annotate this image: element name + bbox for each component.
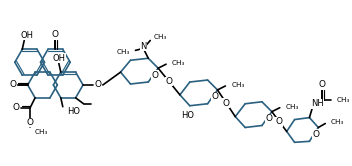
Text: O: O	[312, 130, 319, 139]
Text: CH₃: CH₃	[286, 104, 299, 110]
Text: O: O	[52, 30, 59, 39]
Text: N: N	[140, 42, 146, 51]
Text: HO: HO	[181, 111, 194, 120]
Text: O: O	[211, 92, 218, 101]
Text: CH₃: CH₃	[330, 119, 344, 124]
Text: O: O	[10, 81, 16, 89]
Text: CH₃: CH₃	[117, 49, 131, 55]
Text: CH₃: CH₃	[337, 97, 351, 103]
Text: O: O	[27, 118, 34, 127]
Text: O: O	[265, 114, 272, 123]
Text: O: O	[13, 103, 20, 112]
Text: O: O	[319, 81, 326, 89]
Text: HO: HO	[67, 107, 80, 116]
Text: OH: OH	[52, 54, 65, 63]
Text: O: O	[223, 99, 230, 108]
Text: O: O	[152, 71, 159, 80]
Text: CH₃: CH₃	[172, 60, 186, 66]
Text: CH₃: CH₃	[231, 82, 245, 88]
Text: CH₃: CH₃	[153, 34, 166, 40]
Text: OH: OH	[21, 31, 34, 40]
Text: O: O	[94, 81, 101, 89]
Text: O: O	[276, 117, 283, 126]
Text: NH: NH	[311, 99, 324, 108]
Text: O: O	[165, 77, 172, 86]
Text: CH₃: CH₃	[35, 129, 49, 135]
